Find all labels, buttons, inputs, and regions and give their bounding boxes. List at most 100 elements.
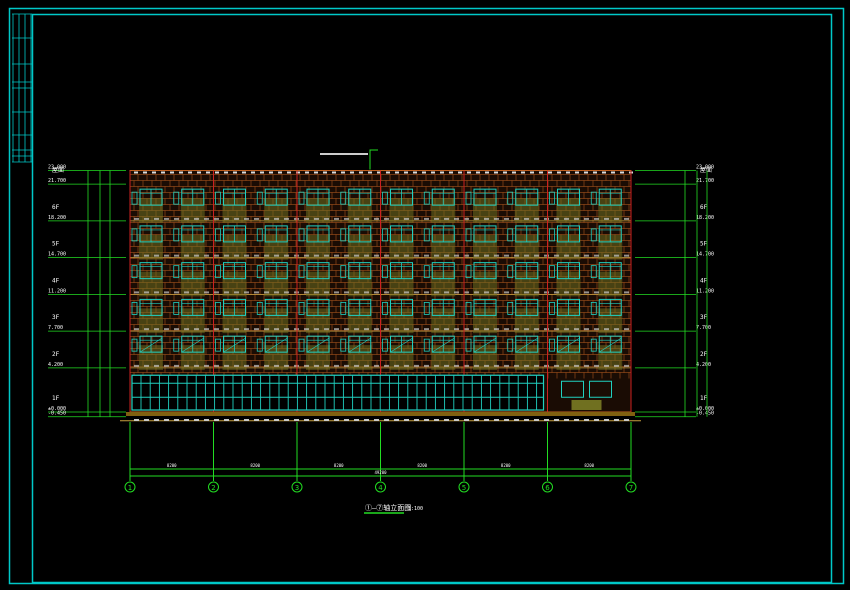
level-elevation: 4.200 (696, 362, 711, 368)
dim-text-mark (264, 291, 269, 294)
dim-text-mark (574, 291, 579, 294)
dim-text-mark (394, 291, 399, 294)
dim-text-mark (614, 217, 619, 220)
dim-text-mark (404, 217, 409, 220)
dim-text-mark (494, 419, 499, 421)
dim-text-mark (234, 419, 239, 421)
entrance-window (561, 380, 584, 398)
dim-text-mark (354, 328, 359, 331)
dim-text-mark (464, 291, 469, 294)
axis-label: 3 (295, 484, 299, 492)
dim-text-mark (524, 291, 529, 294)
dim-text-mark (374, 419, 379, 421)
level-name: 5F (52, 241, 60, 248)
dim-text-mark (374, 328, 379, 331)
dim-text-mark (554, 291, 559, 294)
dim-text-mark (454, 419, 459, 421)
dim-text-mark (620, 171, 624, 174)
dim-text-mark (602, 171, 606, 174)
dim-text-mark (564, 217, 569, 220)
dim-text-mark (524, 217, 529, 220)
window-diagonal (181, 337, 204, 353)
dim-text-mark (304, 328, 309, 331)
dim-text-mark (244, 291, 249, 294)
dim-text-mark (554, 217, 559, 220)
window-diagonal (390, 337, 413, 353)
dim-text-mark (514, 217, 519, 220)
dim-text-mark (414, 254, 419, 257)
dim-text-mark (274, 291, 279, 294)
side-window (215, 191, 221, 205)
dim-text-mark (374, 217, 379, 220)
axis-bubble (291, 481, 303, 493)
dim-text-mark (323, 171, 327, 174)
side-window (507, 301, 514, 315)
dim-text-mark (424, 217, 429, 220)
dim-text-mark (154, 254, 159, 257)
dim-text-mark (414, 364, 419, 367)
dim-text-mark (574, 328, 579, 331)
dim-text-mark (170, 171, 174, 174)
dim-text-mark (274, 364, 279, 367)
dim-text-mark (544, 364, 549, 367)
dim-text-mark (164, 419, 169, 421)
side-window (298, 265, 305, 279)
side-window (215, 301, 221, 315)
dim-text-mark (474, 254, 479, 257)
side-window (256, 301, 263, 315)
dim-text-mark (354, 364, 359, 367)
level-name: 屋面 (52, 167, 64, 174)
dim-text-mark (154, 291, 159, 294)
dim-text-mark (179, 171, 183, 174)
dim-text-mark (504, 328, 509, 331)
dim-text-mark (604, 328, 609, 331)
drawing-title-group: ①–⑦轴立面图 1:100 (364, 503, 423, 514)
dim-text-mark (413, 171, 417, 174)
level-name: 6F (52, 204, 60, 211)
entrance-canopy (571, 400, 602, 410)
dim-text-mark (344, 328, 349, 331)
dim-text-mark (485, 171, 489, 174)
dim-text-mark (284, 254, 289, 257)
dim-text-mark (458, 171, 462, 174)
dim-text-mark (574, 254, 579, 257)
bay-dimension: 8200 (250, 463, 260, 468)
dim-text-mark (324, 217, 329, 220)
axis-label: 4 (378, 484, 383, 492)
dim-text-mark (194, 364, 199, 367)
dim-text-mark (161, 171, 165, 174)
dim-text-mark (504, 217, 509, 220)
side-window (549, 191, 555, 205)
dim-text-mark (504, 364, 509, 367)
dim-text-mark (214, 364, 219, 367)
dim-text-mark (324, 419, 329, 421)
dim-text-mark (594, 291, 599, 294)
dim-text-mark (624, 254, 629, 257)
dim-text-mark (294, 419, 299, 421)
dim-text-mark (454, 254, 459, 257)
dim-text-mark (264, 419, 269, 421)
side-window (131, 265, 138, 279)
dim-text-mark (304, 254, 309, 257)
dim-text-mark (368, 171, 372, 174)
dim-text-mark (284, 419, 289, 421)
side-window (131, 191, 138, 205)
dim-text-mark (594, 328, 599, 331)
dim-text-mark (624, 328, 629, 331)
dim-text-mark (484, 291, 489, 294)
dim-text-mark (334, 419, 339, 421)
dim-text-mark (254, 419, 259, 421)
side-window (507, 338, 514, 352)
dim-text-mark (234, 217, 239, 220)
dim-text-mark (269, 171, 273, 174)
dim-text-mark (474, 419, 479, 421)
dim-text-mark (539, 171, 543, 174)
level-elevation: 21.700 (696, 178, 714, 184)
dim-text-mark (557, 171, 561, 174)
level-name: 3F (52, 314, 60, 321)
dim-text-mark (494, 291, 499, 294)
dim-text-mark (254, 254, 259, 257)
window-diagonal (473, 337, 497, 353)
dim-text-mark (274, 217, 279, 220)
level-elevation: 18.200 (48, 215, 66, 221)
